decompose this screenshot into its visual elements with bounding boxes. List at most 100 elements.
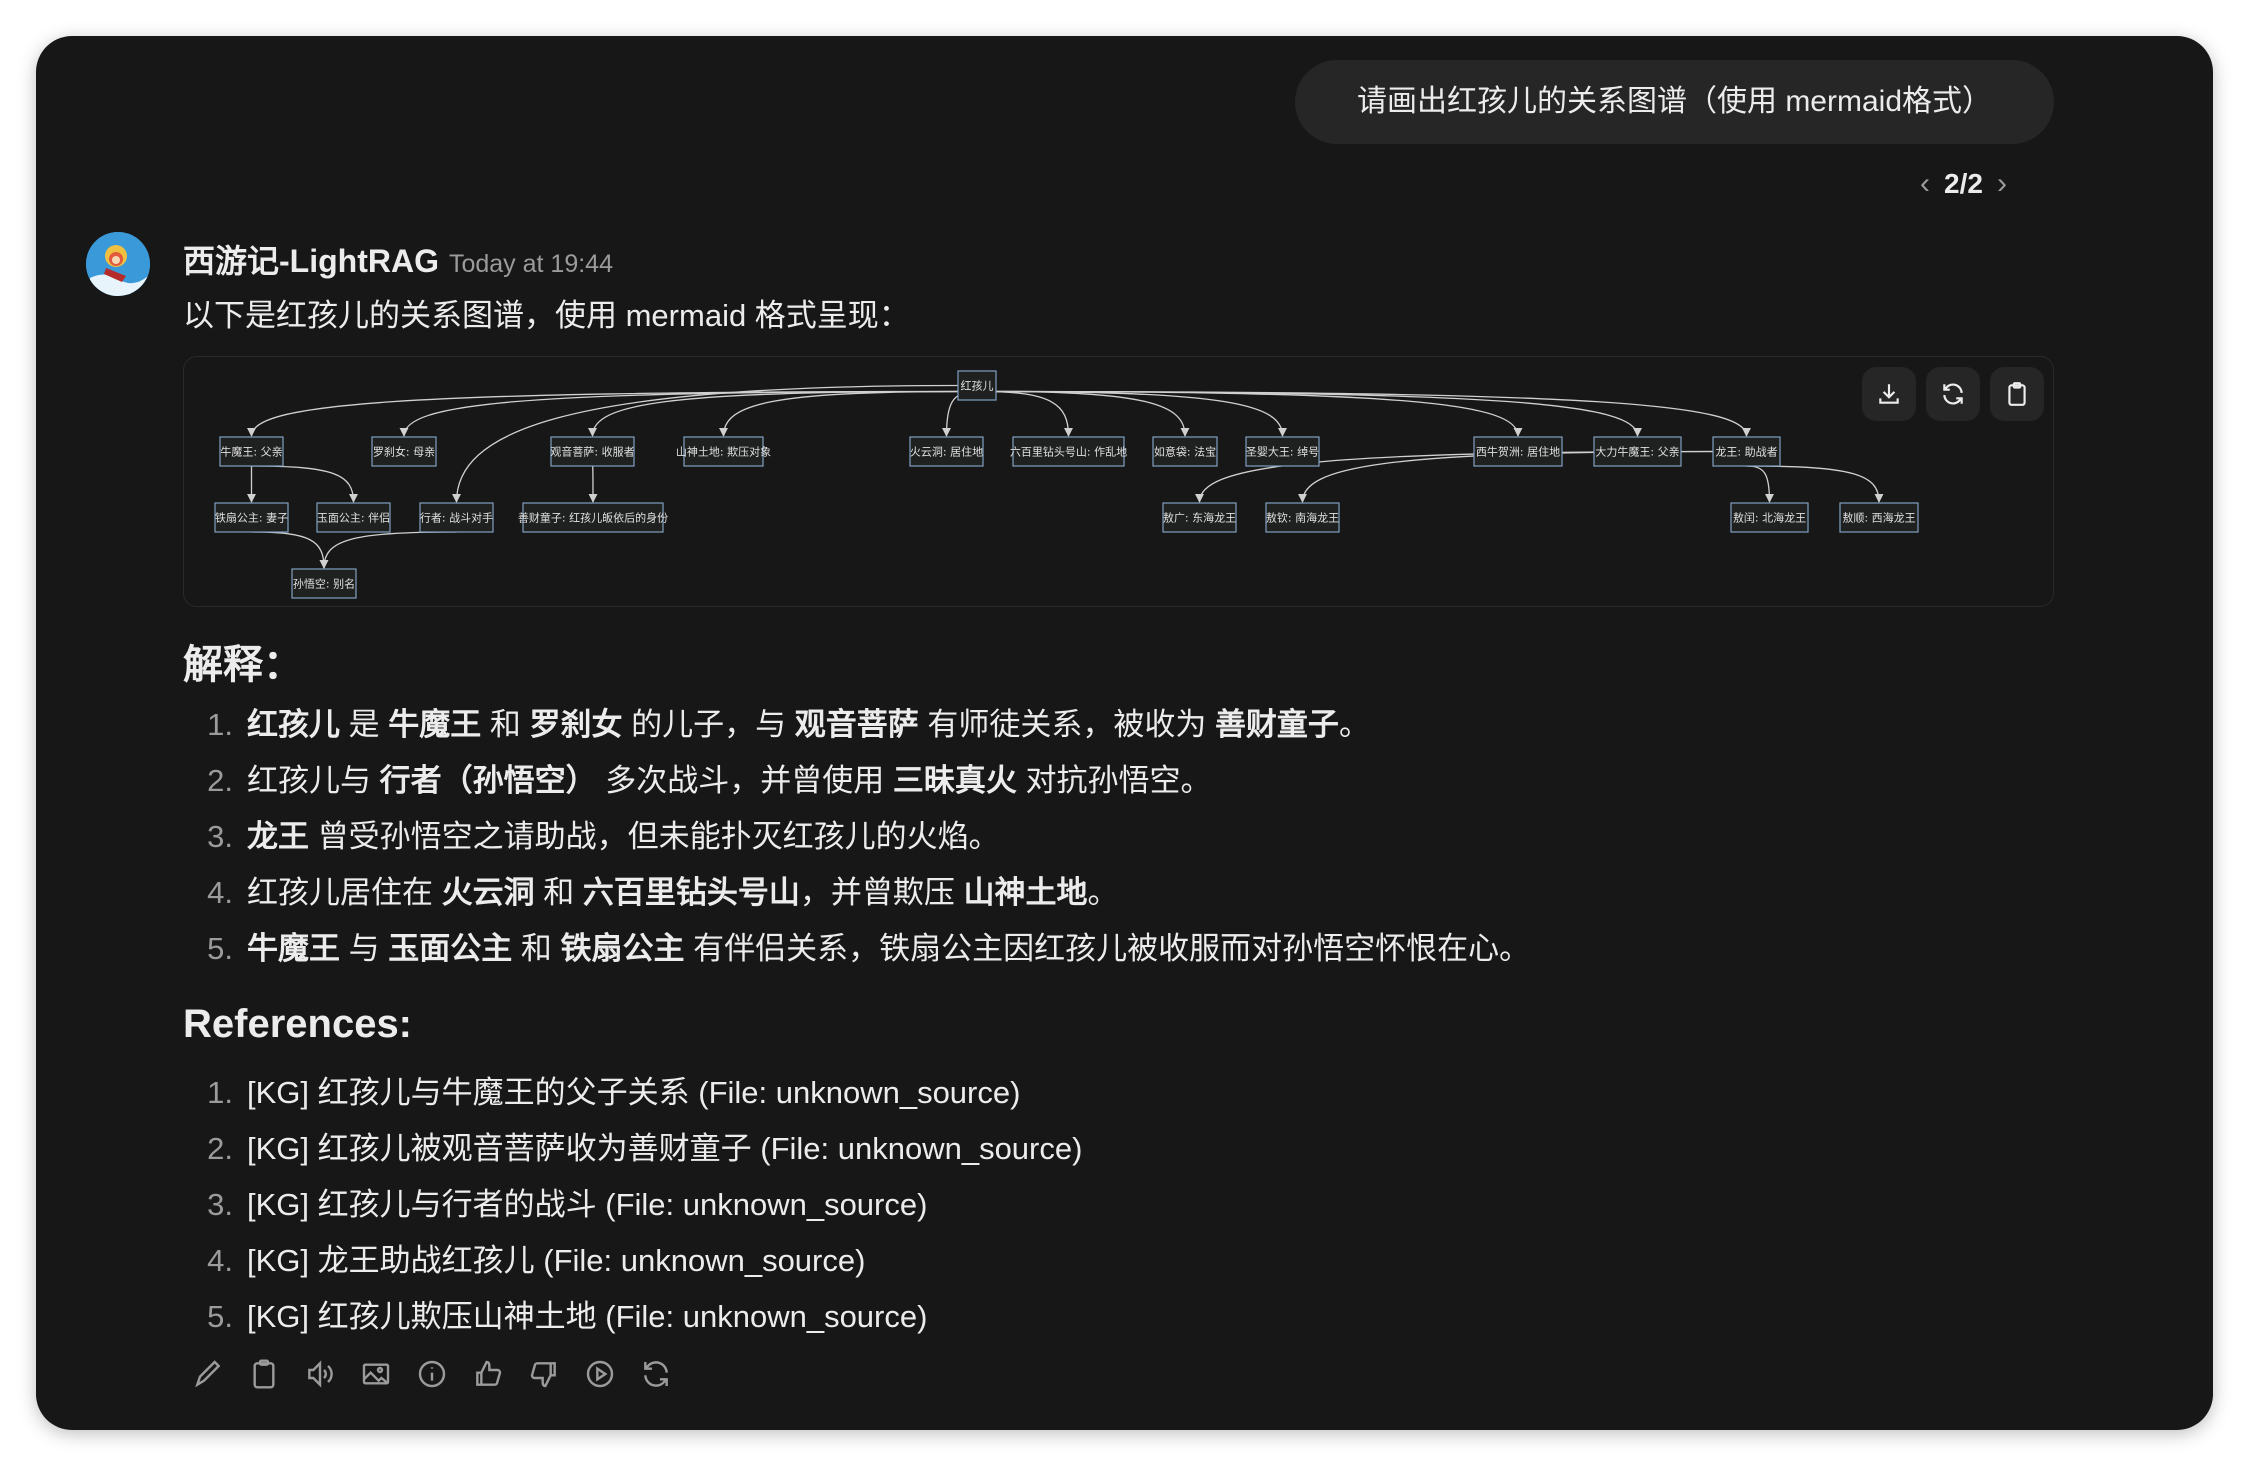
list-number: 3. xyxy=(207,819,233,854)
list-number: 1. xyxy=(207,707,233,742)
graph-edge xyxy=(251,531,329,569)
graph-edge xyxy=(246,390,959,437)
assistant-name-text: 西游记-LightRAG xyxy=(183,243,439,279)
graph-node-box xyxy=(683,436,764,467)
list-number: 1. xyxy=(207,1075,233,1110)
text-run: 多次战斗，并曾使用 xyxy=(596,763,893,798)
graph-node: 西牛贺洲: 居住地 xyxy=(1473,436,1563,467)
graph-node-box xyxy=(1152,436,1218,467)
graph-node-box xyxy=(1730,502,1809,533)
graph-node: 牛魔王: 父亲 xyxy=(219,436,284,467)
assistant-name: 西游记-LightRAG Today at 19:44 xyxy=(183,236,613,282)
graph-node-label: 龙王: 助战者 xyxy=(1715,445,1777,459)
graph-edge xyxy=(1746,465,1884,503)
bold-term: 玉面公主 xyxy=(388,931,513,966)
image-icon[interactable] xyxy=(360,1358,392,1390)
text-run: 是 xyxy=(340,707,389,742)
reference-link[interactable]: [KG] 红孩儿与行者的战斗 (File: unknown_source) xyxy=(247,1187,928,1222)
read-aloud-icon[interactable] xyxy=(304,1358,336,1390)
reload-button[interactable] xyxy=(1926,367,1980,421)
bold-term: 观音菩萨 xyxy=(794,707,919,742)
reference-item: 4. [KG] 龙王助战红孩儿 (File: unknown_source) xyxy=(183,1233,1082,1289)
graph-edge xyxy=(1297,450,1714,503)
graph-node: 玉面公主: 伴侣 xyxy=(316,502,391,533)
thumbs-down-icon[interactable] xyxy=(528,1358,560,1390)
avatar xyxy=(86,232,150,296)
graph-node-box xyxy=(1265,502,1340,533)
graph-node: 山神土地: 欺压对象 xyxy=(676,436,771,467)
text-run: 和 xyxy=(534,875,583,910)
text-run: 。 xyxy=(1338,707,1370,742)
regenerate-icon[interactable] xyxy=(640,1358,672,1390)
response-pager: ‹ 2/2 › xyxy=(1920,164,2007,204)
graph-node-box xyxy=(957,370,997,401)
thumbs-up-icon[interactable] xyxy=(472,1358,504,1390)
text-run: 和 xyxy=(512,931,561,966)
message-actions xyxy=(192,1358,672,1390)
graph-node-label: 敖闰: 北海龙王 xyxy=(1733,511,1806,525)
reference-link[interactable]: [KG] 龙王助战红孩儿 (File: unknown_source) xyxy=(247,1243,866,1278)
graph-node: 孙悟空: 别名 xyxy=(291,568,357,599)
bold-term: 行者（孙悟空） xyxy=(379,763,597,798)
graph-edge xyxy=(992,390,1288,437)
graph-node-label: 罗刹女: 母亲 xyxy=(373,445,435,459)
reference-link[interactable]: [KG] 红孩儿欺压山神土地 (File: unknown_source) xyxy=(247,1299,928,1334)
chevron-left-icon[interactable]: ‹ xyxy=(1920,167,1930,200)
bold-term: 火云洞 xyxy=(441,875,535,910)
reference-item: 1. [KG] 红孩儿与牛魔王的父子关系 (File: unknown_sourc… xyxy=(183,1065,1082,1121)
explanation-item: 3. 龙王 曾受孙悟空之请助战，但未能扑灭红孩儿的火焰。 xyxy=(183,809,1530,865)
graph-node-label: 敖广: 东海龙王 xyxy=(1163,511,1236,525)
graph-node-label: 红孩儿 xyxy=(961,380,994,393)
list-text: 龙王 曾受孙悟空之请助战，但未能扑灭红孩儿的火焰。 xyxy=(247,809,1000,865)
text-run: 红孩儿居住在 xyxy=(247,875,442,910)
graph-node: 善财童子: 红孩儿皈依后的身份 xyxy=(518,502,668,533)
graph-node-box xyxy=(219,436,284,467)
graph-node: 红孩儿 xyxy=(957,370,997,401)
bold-term: 山神土地 xyxy=(963,875,1088,910)
bold-term: 三昧真火 xyxy=(892,763,1017,798)
reference-link[interactable]: [KG] 红孩儿与牛魔王的父子关系 (File: unknown_source) xyxy=(247,1075,1021,1110)
graph-edge xyxy=(995,390,1752,437)
bold-term: 龙王 xyxy=(247,819,309,854)
graph-node-label: 敖钦: 南海龙王 xyxy=(1266,511,1339,525)
download-button[interactable] xyxy=(1862,367,1916,421)
user-message-text: 请画出红孩儿的关系图谱（使用 mermaid格式） xyxy=(1356,85,1993,118)
reference-link[interactable]: [KG] 红孩儿被观音菩萨收为善财童子 (File: unknown_sourc… xyxy=(247,1131,1083,1166)
info-icon[interactable] xyxy=(416,1358,448,1390)
graph-node-label: 西牛贺洲: 居住地 xyxy=(1476,445,1560,459)
bold-term: 铁扇公主 xyxy=(560,931,685,966)
graph-node-box xyxy=(419,502,494,533)
text-run: 有伴侣关系，铁扇公主因红孩儿被收服而对孙悟空怀恨在心。 xyxy=(684,931,1531,966)
graph-node: 六百里钻头号山: 作乱地 xyxy=(1010,436,1127,467)
monkey-king-logo xyxy=(86,232,150,296)
chevron-right-icon[interactable]: › xyxy=(1996,167,2007,200)
graph-node-box xyxy=(291,568,357,599)
download-icon xyxy=(1879,384,1899,404)
mermaid-diagram: 红孩儿 牛魔王: 父亲 罗刹女: 母亲 观音菩萨: 收服者 山神土地: 欺压对象 火云洞:… xyxy=(183,356,2054,607)
play-icon[interactable] xyxy=(584,1358,616,1390)
list-number: 2. xyxy=(207,763,233,798)
refresh-icon xyxy=(1943,383,1963,405)
clipboard-icon xyxy=(2008,382,2026,406)
copy-button[interactable] xyxy=(1990,367,2044,421)
intro-text: 以下是红孩儿的关系图谱，使用 mermaid 格式呈现： xyxy=(183,298,910,333)
graph-node-box xyxy=(1162,502,1237,533)
graph-edge xyxy=(987,390,1190,437)
bold-term: 红孩儿 xyxy=(247,707,340,742)
graph-node-box xyxy=(1245,436,1320,467)
graph-node-label: 山神土地: 欺压对象 xyxy=(676,445,771,459)
copy-icon[interactable] xyxy=(248,1358,280,1390)
text-run: 对抗孙悟空。 xyxy=(1016,763,1212,798)
graph-node-label: 行者: 战斗对手 xyxy=(420,511,493,525)
graph-node: 观音菩萨: 收服者 xyxy=(550,436,635,467)
list-number: 5. xyxy=(207,1299,233,1334)
graph-edge xyxy=(587,390,959,437)
graph-node-label: 大力牛魔王: 父亲 xyxy=(1595,445,1679,459)
edit-icon[interactable] xyxy=(192,1358,224,1390)
graph-node: 罗刹女: 母亲 xyxy=(371,436,437,467)
reference-item: 5. [KG] 红孩儿欺压山神土地 (File: unknown_source) xyxy=(183,1289,1082,1345)
text-run: 和 xyxy=(481,707,530,742)
bold-term: 善财童子 xyxy=(1214,707,1339,742)
graph-node-label: 观音菩萨: 收服者 xyxy=(550,445,634,459)
